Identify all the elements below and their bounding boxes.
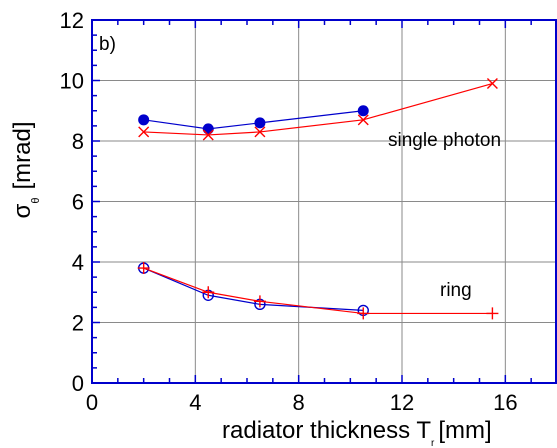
grid-lines	[92, 20, 557, 383]
series-line	[143, 267, 364, 311]
y-tick-label: 6	[72, 190, 84, 215]
y-tick-label: 10	[60, 69, 84, 94]
data-point	[357, 114, 369, 126]
data-point	[202, 286, 215, 299]
panel-label: b)	[99, 34, 116, 55]
x-tick-label: 4	[189, 390, 201, 415]
x-axis-label-subscript: r	[431, 438, 435, 448]
x-tick-label: 16	[493, 390, 517, 415]
series-layer	[137, 78, 499, 320]
y-axis-label-unit: [mrad]	[9, 122, 36, 190]
x-axis-label-main: radiator thickness T	[222, 417, 431, 444]
series-line	[143, 110, 364, 130]
tick-labels: 0 4 8 12 16 0 2 4 6 8 10 12	[60, 8, 518, 415]
annotation-ring: ring	[440, 280, 472, 301]
y-axis-label: σθ [mrad]	[9, 122, 42, 219]
data-point	[254, 126, 266, 138]
y-tick-label: 12	[60, 8, 84, 33]
series-2	[137, 262, 369, 317]
data-point	[357, 105, 369, 117]
y-axis-label-subscript: θ	[30, 198, 42, 204]
data-point	[357, 307, 370, 320]
data-point	[138, 114, 150, 126]
data-point	[202, 129, 214, 141]
minor-ticks	[91, 19, 557, 384]
annotation-single-photon: single photon	[388, 130, 501, 151]
y-tick-label: 0	[72, 371, 84, 396]
data-point	[253, 295, 266, 308]
data-point	[138, 126, 150, 138]
x-tick-label: 0	[86, 390, 98, 415]
x-tick-label: 12	[390, 390, 414, 415]
y-axis-label-symbol: σ	[9, 203, 36, 218]
data-point	[486, 78, 498, 90]
y-tick-label: 8	[72, 129, 84, 154]
data-point	[137, 262, 150, 275]
y-tick-label: 2	[72, 311, 84, 336]
series-0	[138, 105, 369, 135]
data-point	[254, 117, 266, 129]
data-point	[486, 307, 499, 320]
x-axis-label-unit: [mm]	[438, 417, 491, 444]
x-axis-label: radiator thickness Tr [mm]	[222, 417, 492, 448]
data-point	[202, 123, 214, 135]
series-1	[138, 78, 498, 141]
series-3	[137, 262, 499, 320]
x-tick-label: 8	[293, 390, 305, 415]
y-tick-label: 4	[72, 250, 84, 275]
